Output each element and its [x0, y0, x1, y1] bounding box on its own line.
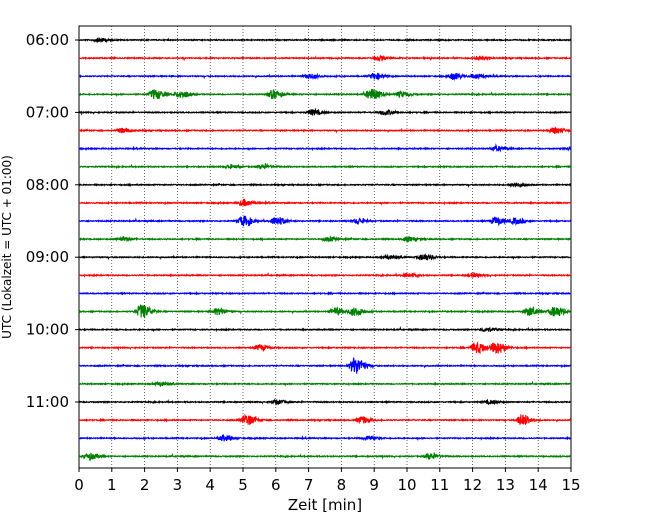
y-tick-label: 09:00 — [26, 248, 69, 266]
x-tick-label: 2 — [140, 476, 150, 494]
trace-0815 — [78, 198, 572, 207]
y-axis-ticks: 06:00 07:00 08:00 09:00 10:00 11:00 — [26, 31, 79, 411]
trace-0830 — [78, 215, 572, 227]
y-axis-label: UTC (Lokalzeit = UTC + 01:00) — [0, 155, 14, 339]
trace-0630 — [78, 72, 572, 82]
trace-1030 — [78, 357, 572, 374]
trace-0745 — [78, 162, 572, 170]
x-tick-label: 10 — [397, 476, 416, 494]
x-tick-label: 13 — [496, 476, 515, 494]
x-tick-label: 6 — [271, 476, 281, 494]
x-tick-label: 15 — [561, 476, 580, 494]
trace-0845 — [78, 235, 572, 243]
plot-frame — [78, 25, 572, 469]
trace-1145 — [78, 452, 572, 462]
trace-0900 — [78, 252, 572, 261]
y-tick-label: 10:00 — [26, 321, 69, 339]
x-tick-label: 3 — [173, 476, 183, 494]
x-axis-label: Zeit [min] — [288, 496, 362, 514]
trace-0615 — [78, 54, 572, 63]
y-tick-label: 06:00 — [26, 31, 69, 49]
x-tick-label: 11 — [430, 476, 449, 494]
trace-0800 — [78, 181, 572, 189]
y-tick-label: 11:00 — [26, 393, 69, 411]
trace-0600 — [78, 36, 572, 44]
trace-0915 — [78, 271, 572, 279]
x-tick-label: 7 — [304, 476, 314, 494]
x-tick-label: 8 — [337, 476, 347, 494]
trace-1000 — [78, 326, 572, 333]
trace-1100 — [78, 398, 572, 406]
trace-0715 — [78, 125, 572, 135]
trace-1045 — [78, 380, 572, 388]
trace-1015 — [78, 342, 572, 355]
x-tick-label: 4 — [205, 476, 215, 494]
y-tick-label: 08:00 — [26, 176, 69, 194]
trace-0930 — [78, 291, 572, 296]
trace-0945 — [78, 304, 572, 319]
x-tick-label: 14 — [529, 476, 548, 494]
x-tick-label: 5 — [238, 476, 248, 494]
trace-1115 — [78, 413, 572, 425]
trace-1130 — [78, 434, 572, 442]
trace-0645 — [78, 88, 572, 100]
trace-0730 — [78, 143, 572, 153]
trace-0700 — [78, 107, 572, 116]
x-tick-label: 12 — [463, 476, 482, 494]
x-tick-label: 1 — [107, 476, 117, 494]
x-axis-ticks: 0 1 2 3 4 5 6 7 8 9 10 11 12 13 14 15 — [74, 468, 581, 494]
x-tick-label: 0 — [74, 476, 84, 494]
traces — [78, 36, 572, 462]
y-tick-label: 07:00 — [26, 103, 69, 121]
x-tick-label: 9 — [369, 476, 379, 494]
